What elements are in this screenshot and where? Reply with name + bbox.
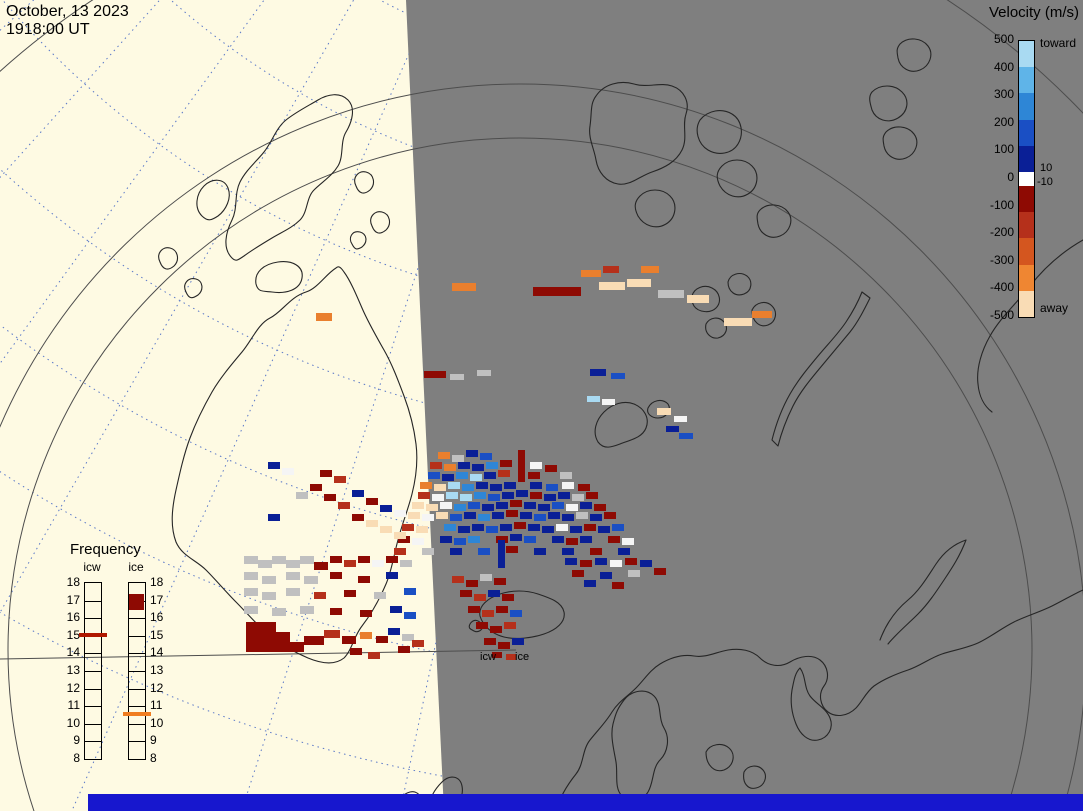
colorbar-segment	[1019, 264, 1034, 291]
freq-tick: 9	[150, 733, 157, 748]
velocity-tick: 500	[993, 32, 1014, 46]
freq-marker-line	[123, 712, 151, 716]
colorbar-segment	[1019, 185, 1034, 213]
freq-column-icw-label: icw	[83, 560, 101, 574]
freq-tick: 12	[150, 680, 164, 695]
radar-label-icw: icw	[480, 651, 496, 663]
freq-tick: 10	[150, 715, 164, 730]
freq-cell-line	[129, 723, 145, 725]
coast-franz-josef	[691, 273, 777, 339]
freq-bar-icw	[84, 582, 102, 760]
colorbar-segment	[1019, 119, 1034, 146]
coast-severnaya-zemlya	[869, 38, 932, 160]
freq-tick: 12	[66, 680, 80, 695]
coast-taymyr	[977, 239, 1083, 413]
coast-eurasia	[555, 589, 1083, 811]
colorbar-segment	[1019, 41, 1034, 68]
freq-tick: 14	[66, 645, 80, 660]
colorbar-segment	[1019, 238, 1034, 265]
freq-tick: 18	[66, 575, 80, 589]
freq-tick: 9	[73, 733, 80, 748]
freq-cell-line	[85, 600, 101, 602]
freq-cell-line	[129, 653, 145, 655]
freq-tick: 17	[66, 592, 80, 607]
freq-cell-line	[85, 671, 101, 672]
freq-tick: 10	[66, 715, 80, 730]
coast-lakes	[705, 743, 766, 789]
coast-baltic	[611, 690, 669, 802]
coast-devon	[255, 261, 303, 294]
date-label: October, 13 2023	[6, 3, 129, 20]
velocity-tick: 100	[993, 142, 1014, 157]
frequency-legend-title: Frequency	[70, 541, 141, 558]
velocity-tick: -400	[989, 280, 1014, 295]
freq-cell-line	[129, 741, 145, 743]
freq-cell-line	[129, 706, 145, 708]
time-label: 1918:00 UT	[6, 21, 90, 38]
coast-archipelago-night	[589, 81, 792, 238]
colorbar-segment	[1019, 212, 1034, 239]
velocity-tick: -300	[989, 252, 1014, 267]
freq-marker-fill	[129, 594, 144, 611]
freq-cell-line	[85, 688, 101, 690]
freq-cell-line	[129, 635, 145, 637]
freq-cell-line	[85, 741, 101, 743]
night-region	[406, 0, 1083, 811]
coast-greenland	[171, 266, 418, 664]
coast-white-sea	[790, 667, 832, 741]
freq-tick: 18	[150, 575, 164, 589]
freq-cell-line	[129, 671, 145, 672]
velocity-legend-title: Velocity (m/s)	[988, 4, 1079, 21]
freq-tick: 16	[150, 610, 164, 625]
velocity-tick: 400	[993, 59, 1014, 74]
freq-tick: 13	[66, 663, 80, 677]
freq-tick: 8	[73, 751, 80, 765]
velocity-tick: 300	[993, 87, 1014, 102]
freq-tick: 14	[150, 645, 164, 660]
velocity-tick: -100	[989, 197, 1014, 212]
away-label: away	[1040, 301, 1069, 315]
toward-label: toward	[1040, 36, 1077, 50]
freq-tick: 11	[67, 698, 80, 713]
freq-cell-line	[85, 653, 101, 655]
coast-novaya-zemlya	[771, 291, 871, 447]
freq-cell-line	[85, 618, 101, 620]
footer-strip	[88, 794, 1083, 811]
colorbar-segment	[1019, 145, 1034, 172]
freq-tick: 13	[150, 663, 164, 677]
colorbar-segment	[1019, 171, 1034, 186]
colorbar-segment	[1019, 67, 1034, 94]
colorbar-segment	[1019, 290, 1034, 317]
velocity-cells	[244, 266, 772, 660]
coast-ellesmere	[225, 94, 354, 261]
coast-yamal	[879, 539, 967, 645]
neg-threshold-label: -10	[1037, 176, 1053, 188]
freq-tick: 15	[150, 627, 164, 642]
freq-column-ice-label: ice	[128, 560, 144, 574]
freq-tick: 15	[66, 627, 80, 642]
velocity-tick: -500	[989, 308, 1014, 322]
colorbar-segment	[1019, 93, 1034, 120]
freq-marker-line	[79, 632, 107, 637]
freq-tick: 8	[150, 751, 157, 765]
freq-cell-line	[85, 723, 101, 725]
freq-cell-line	[85, 706, 101, 708]
coast-small-islands-1	[158, 171, 391, 299]
coast-axel-heiberg	[196, 179, 230, 221]
freq-tick: 17	[150, 592, 164, 607]
velocity-tick: 0	[1007, 170, 1014, 184]
freq-tick: 16	[66, 610, 80, 625]
velocity-tick: -200	[989, 225, 1014, 240]
velocity-tick: 200	[993, 114, 1014, 129]
freq-cell-line	[129, 688, 145, 690]
velocity-colorbar	[1018, 40, 1035, 318]
freq-tick: 11	[150, 698, 163, 713]
pos-threshold-label: 10	[1040, 162, 1053, 174]
radar-label-ice: ice	[515, 651, 530, 663]
freq-cell-line	[129, 618, 145, 620]
